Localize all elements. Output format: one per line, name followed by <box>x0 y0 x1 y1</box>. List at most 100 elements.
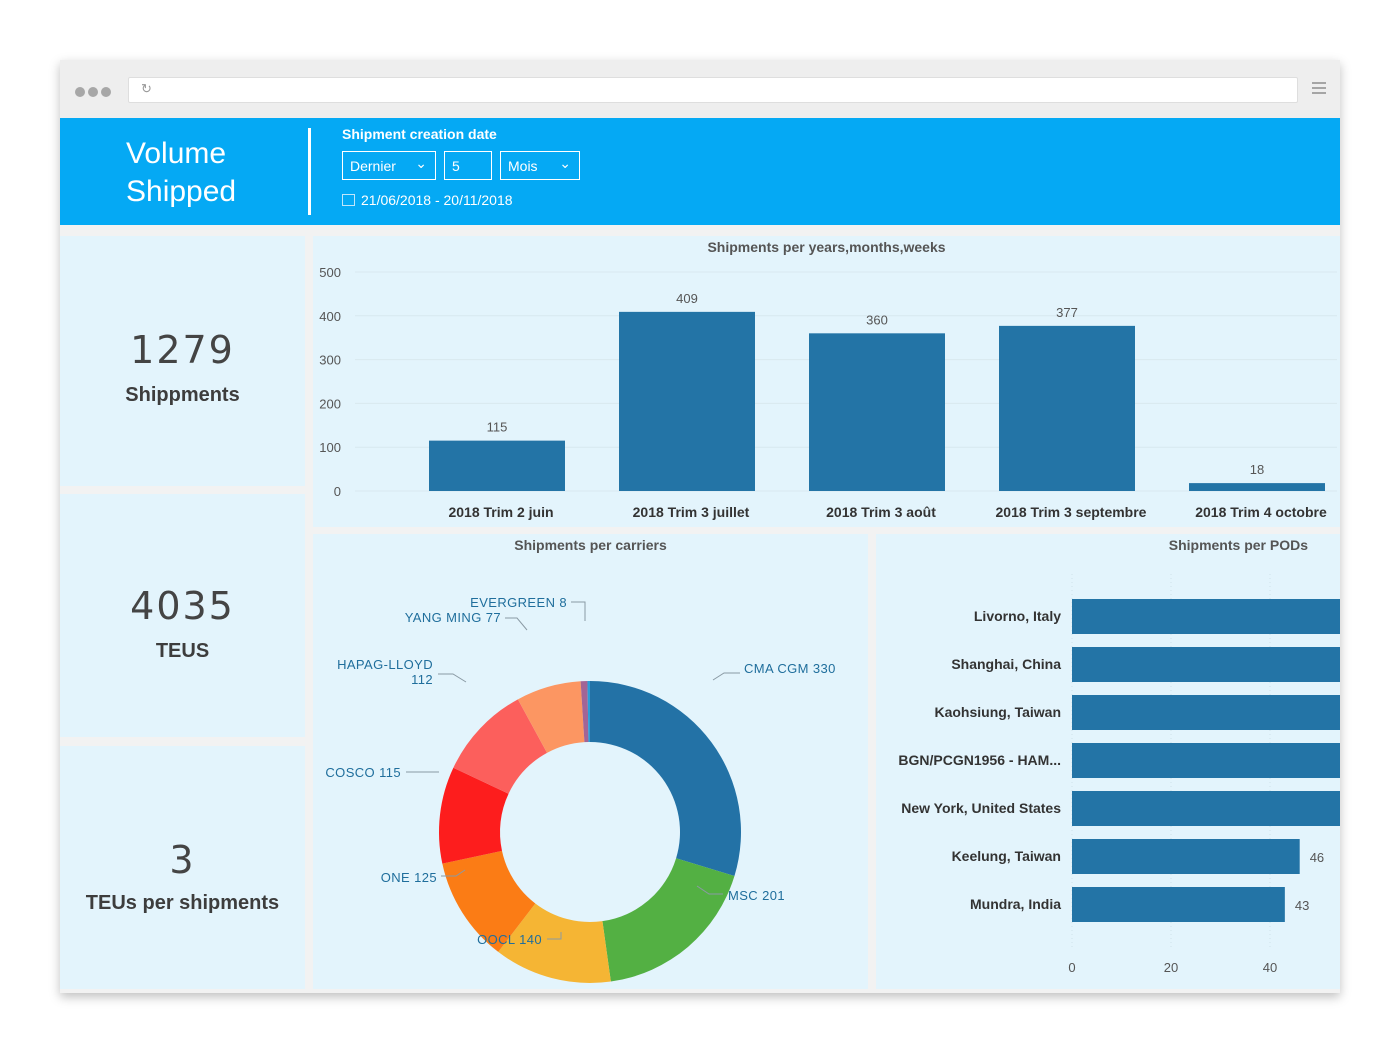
bar <box>999 325 1135 491</box>
x-tick-label: 2018 Trim 3 juillet <box>633 504 750 520</box>
page-title-line1: Volume <box>126 137 227 170</box>
period-count-value: 5 <box>452 158 460 174</box>
donut-slice <box>453 699 548 794</box>
chart-title: Shipments per years,months,weeks <box>707 239 946 255</box>
kpi-label: TEUS <box>155 640 210 662</box>
donut-slice <box>442 850 536 952</box>
slice-label: ONE 125 <box>381 870 437 885</box>
x-tick-label: 40 <box>1263 960 1277 975</box>
chart-title: Shipments per PODs <box>1168 537 1308 553</box>
kpi-card-shipments[interactable]: 1279 Shippments <box>60 236 305 486</box>
leader-line <box>712 672 740 681</box>
data-label: 18 <box>1250 462 1264 477</box>
data-label: 46 <box>1310 850 1324 865</box>
y-tick-label: BGN/PCGN1956 - HAM... <box>898 752 1061 768</box>
period-type-dropdown[interactable]: Dernier ⌄ <box>342 151 436 180</box>
x-tick-label: 20 <box>1164 960 1178 975</box>
kpi-card-teus[interactable]: 4035 TEUS <box>60 494 305 737</box>
slice-label: EVERGREEN 8 <box>470 595 567 610</box>
data-label: 43 <box>1295 898 1309 913</box>
kpi-value: 4035 <box>130 584 235 628</box>
donut-slice <box>602 858 735 982</box>
chevron-down-icon: ⌄ <box>415 155 427 171</box>
bar <box>1189 483 1325 491</box>
browser-window: ↻ Volume Shipped Shipment creation date … <box>60 60 1340 993</box>
leader-line <box>571 601 586 621</box>
shipments-per-carriers-chart[interactable]: Shipments per carriers CMA CGM 330 MSC 20… <box>313 534 868 989</box>
kpi-value: 3 <box>169 838 196 882</box>
bar <box>1072 599 1340 634</box>
bar <box>1072 695 1340 730</box>
y-tick-label: Shanghai, China <box>951 656 1061 672</box>
slice-label: CMA CGM 330 <box>744 661 836 676</box>
reload-icon[interactable]: ↻ <box>141 81 152 96</box>
y-tick-label: New York, United States <box>901 800 1061 816</box>
leader-line <box>696 885 723 895</box>
period-type-value: Dernier <box>350 158 396 174</box>
slice-label: COSCO 115 <box>325 765 401 780</box>
x-tick-label: 2018 Trim 3 août <box>826 504 936 520</box>
leader-line <box>505 617 528 631</box>
leader-line <box>441 869 466 877</box>
hbar-chart-svg: 0 20 40 Livorno, Italy Shanghai, China Kaohsi… <box>898 574 1340 975</box>
address-bar[interactable]: ↻ <box>128 77 1298 103</box>
donut-slice <box>587 681 590 743</box>
x-tick-label: 2018 Trim 4 octobre <box>1195 504 1327 520</box>
chart-title: Shipments per carriers <box>514 537 667 553</box>
calendar-icon <box>342 194 355 206</box>
leader-line <box>547 932 562 940</box>
bar <box>429 440 565 491</box>
shipments-per-period-chart[interactable]: Shipments per years,months,weeks 0 100 200… <box>313 236 1340 527</box>
browser-toolbar: ↻ <box>60 60 1340 118</box>
kpi-value: 1279 <box>130 328 235 372</box>
bar <box>1072 839 1300 874</box>
data-label: 115 <box>487 420 508 435</box>
slice-label: YANG MING 77 <box>405 610 501 625</box>
x-tick-label: 2018 Trim 3 septembre <box>996 504 1147 520</box>
bar <box>1072 743 1340 778</box>
period-unit-value: Mois <box>508 158 538 174</box>
date-filter-label: Shipment creation date <box>342 126 497 142</box>
bar <box>1072 887 1285 922</box>
y-tick-label: Livorno, Italy <box>974 608 1061 624</box>
kpi-label: Shippments <box>125 384 240 406</box>
data-label: 409 <box>676 291 698 306</box>
data-label: 377 <box>1056 305 1078 320</box>
data-label: 360 <box>866 312 888 327</box>
slice-label: HAPAG-LLOYD <box>337 657 433 672</box>
kpi-card-teus-per-shipment[interactable]: 3 TEUs per shipments <box>60 746 305 989</box>
bar <box>1072 791 1340 826</box>
slice-label: MSC 201 <box>728 888 785 903</box>
slice-label: 112 <box>411 672 433 687</box>
slice-label: OOCL 140 <box>477 932 542 947</box>
y-tick-label: Mundra, India <box>970 896 1061 912</box>
shipments-per-pods-chart[interactable]: Shipments per PODs 0 20 40 Livorno, Italy Sh… <box>876 534 1340 989</box>
report-header: Volume Shipped Shipment creation date De… <box>60 118 1340 225</box>
y-tick-label: 500 <box>319 265 341 280</box>
bar <box>809 333 945 491</box>
x-tick-label: 0 <box>1068 960 1075 975</box>
donut-slice <box>590 681 741 876</box>
window-dots-icon <box>75 84 114 102</box>
page-title-line2: Shipped <box>126 175 237 208</box>
y-tick-label: 400 <box>319 309 341 324</box>
chevron-down-icon: ⌄ <box>559 155 571 171</box>
leader-line <box>438 673 467 683</box>
y-tick-label: 300 <box>319 353 341 368</box>
header-divider <box>308 128 311 215</box>
date-range-text: 21/06/2018 - 20/11/2018 <box>361 192 513 208</box>
period-count-input[interactable]: 5 <box>444 151 492 180</box>
column-chart-svg: 0 100 200 300 400 500 115 2018 Trim 2 juin 409 20… <box>319 265 1337 520</box>
bar <box>619 311 755 491</box>
x-tick-label: 2018 Trim 2 juin <box>448 504 553 520</box>
bar <box>1072 647 1340 682</box>
y-tick-label: 100 <box>319 440 341 455</box>
date-range: 21/06/2018 - 20/11/2018 <box>342 192 513 208</box>
y-tick-label: Kaohsiung, Taiwan <box>934 704 1061 720</box>
page-title: Volume Shipped <box>126 135 286 211</box>
donut-chart-svg: CMA CGM 330 MSC 201 OOCL 140 ONE 125 COSCO 1… <box>325 595 836 983</box>
donut-slice <box>439 767 509 864</box>
y-tick-label: 0 <box>334 484 341 499</box>
hamburger-menu-icon[interactable] <box>1312 82 1326 97</box>
period-unit-dropdown[interactable]: Mois ⌄ <box>500 151 580 180</box>
